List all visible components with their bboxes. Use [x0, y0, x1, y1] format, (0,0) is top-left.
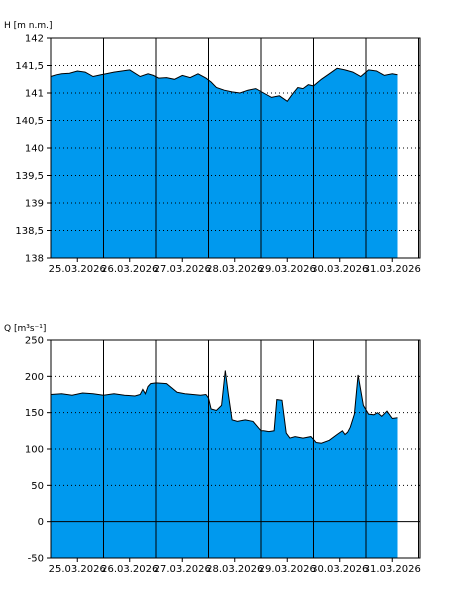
water-level-y-tick-label: 142	[25, 34, 44, 45]
discharge-y-axis-label: Q [m³s⁻¹]	[4, 324, 46, 334]
water-level-y-axis-label: H [m n.m.]	[4, 21, 52, 31]
water-level-x-tick-label: 25.03.2026	[49, 264, 106, 275]
water-level-y-tick-label: 141	[25, 89, 44, 100]
discharge-x-tick-label: 31.03.2026	[364, 564, 421, 575]
water-level-frame	[50, 37, 421, 259]
discharge-y-tick-label: 50	[31, 481, 44, 492]
water-level-chart: H [m n.m.] 138 138,5 139 139,5 140 140,5 141 14…	[4, 21, 421, 275]
discharge-y-tick-label: 0	[38, 517, 44, 528]
discharge-x-tick-label: 30.03.2026	[311, 564, 368, 575]
discharge-line	[50, 370, 398, 444]
water-level-y-tick-label: 139	[25, 199, 44, 210]
discharge-y-tick-label: 100	[25, 445, 44, 456]
water-level-x-tick-label: 26.03.2026	[101, 264, 158, 275]
discharge-x-tick-label: 28.03.2026	[206, 564, 263, 575]
discharge-x-tick-label: 25.03.2026	[49, 564, 106, 575]
water-level-y-tick-label: 140	[25, 144, 44, 155]
water-level-x-tick-label: 29.03.2026	[259, 264, 316, 275]
discharge-y-tick-label: 200	[25, 372, 44, 383]
discharge-y-tick-label: -50	[28, 554, 44, 565]
water-level-y-tick-label: 138,5	[15, 226, 44, 237]
water-level-plot-area: 138 138,5 139 139,5 140 140,5 141 141,5 142 25.03…	[15, 34, 421, 276]
discharge-x-tick-label: 27.03.2026	[154, 564, 211, 575]
water-level-area	[51, 68, 398, 258]
discharge-x-tick-label: 26.03.2026	[101, 564, 158, 575]
water-level-x-tick-label: 27.03.2026	[154, 264, 211, 275]
discharge-chart: Q [m³s⁻¹] -50 0 50 100 150 200 250 25.03.202626…	[4, 324, 421, 575]
discharge-x-tick-label: 29.03.2026	[259, 564, 316, 575]
water-level-y-tick-label: 141,5	[15, 61, 44, 72]
water-level-x-tick-label: 30.03.2026	[311, 264, 368, 275]
water-level-y-tick-label: 140,5	[15, 116, 44, 127]
water-level-y-tick-label: 139,5	[15, 171, 44, 182]
discharge-frame	[50, 339, 421, 559]
water-level-y-tick-label: 138	[25, 254, 44, 265]
water-level-line	[50, 67, 398, 102]
discharge-area	[51, 370, 398, 558]
water-level-x-tick-label: 31.03.2026	[364, 264, 421, 275]
water-level-x-tick-label: 28.03.2026	[206, 264, 263, 275]
discharge-y-tick-label: 150	[25, 408, 44, 419]
discharge-plot-area: -50 0 50 100 150 200 250 25.03.202626.03.202627…	[25, 336, 421, 576]
discharge-y-tick-label: 250	[25, 336, 44, 347]
